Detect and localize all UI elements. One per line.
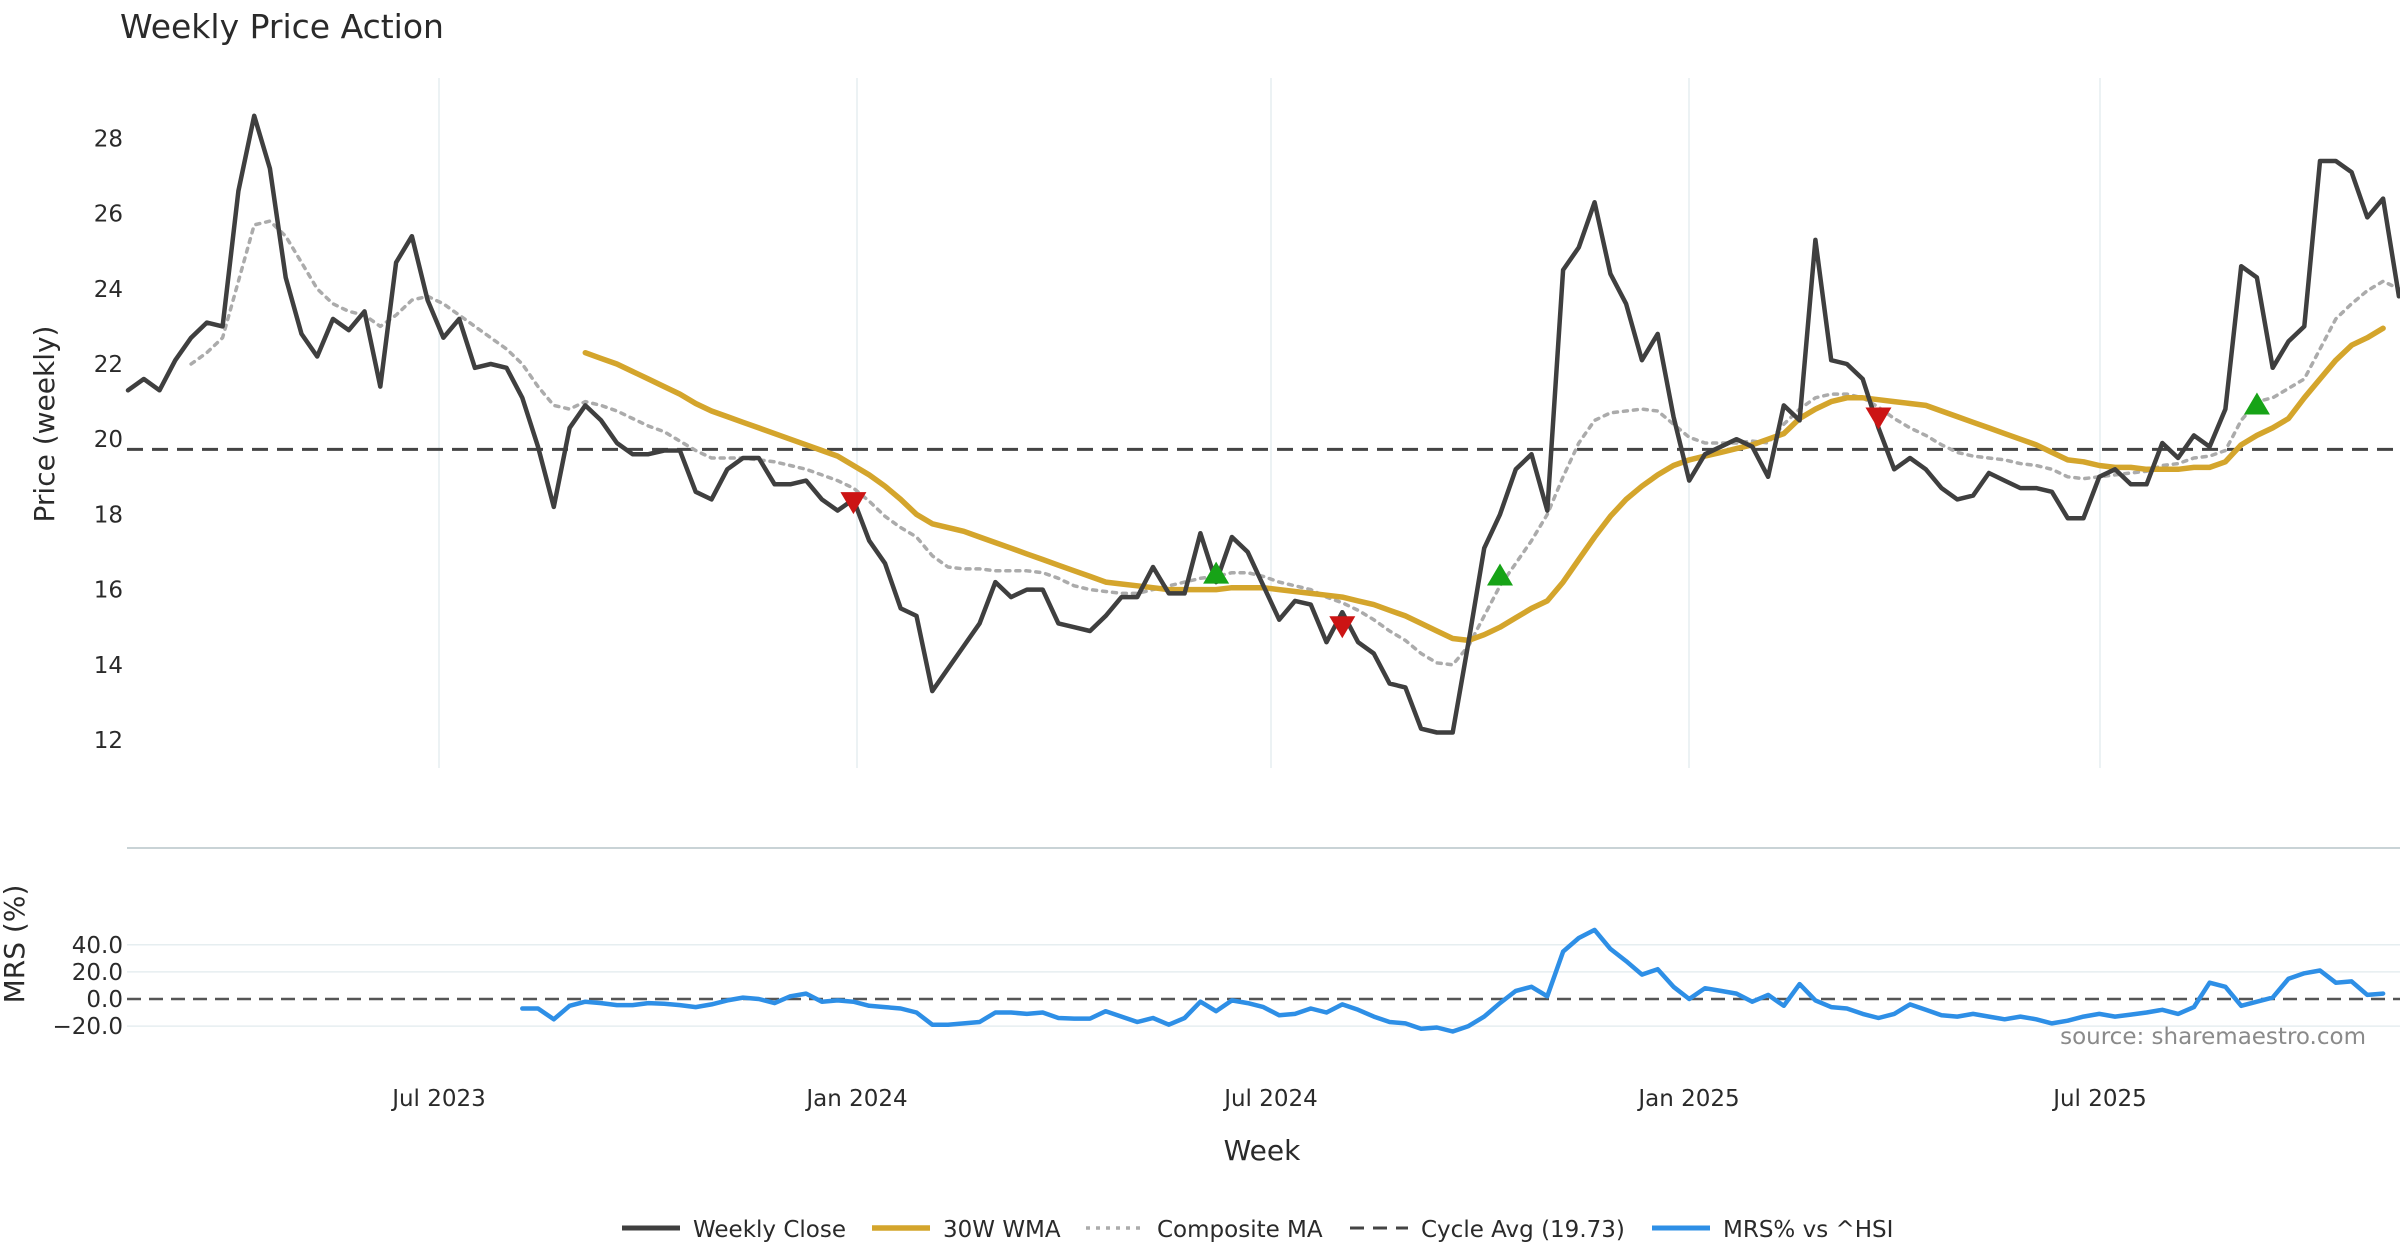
legend-label-3: Cycle Avg (19.73) (1421, 1217, 1625, 1243)
sell-signal-marker-2 (1865, 407, 1892, 430)
x-axis-label: Week (1224, 1134, 1301, 1167)
buy-signal-marker-2 (2243, 392, 2270, 415)
mrs-grid (127, 944, 2400, 1027)
composite-ma-line (189, 219, 2400, 667)
source-note: source: sharemaestro.com (2060, 1024, 2366, 1050)
buy-signal-marker-1 (1486, 563, 1513, 586)
mrs-plot (127, 927, 2400, 1034)
mrs-y-axis-label: MRS (%) (0, 885, 31, 1004)
x-tick-1: Jan 2024 (804, 1086, 907, 1112)
x-tick-4: Jul 2025 (2051, 1086, 2147, 1112)
price-y-tick-4: 20 (94, 427, 123, 453)
legend-label-2: Composite MA (1157, 1217, 1323, 1243)
legend-label-0: Weekly Close (693, 1217, 846, 1243)
weekly-close-line (125, 113, 2400, 735)
price-y-tick-5: 22 (94, 352, 123, 378)
sell-signal-marker-0 (840, 492, 867, 515)
legend: Weekly Close 30W WMA Composite MA Cycle Avg… (622, 1217, 1893, 1243)
x-tick-0: Jul 2023 (390, 1086, 486, 1112)
price-grid (438, 78, 2101, 768)
mrs-y-tick-3: 40.0 (72, 933, 123, 959)
legend-label-1: 30W WMA (943, 1217, 1061, 1243)
price-plot (125, 113, 2400, 735)
legend-label-4: MRS% vs ^HSI (1723, 1217, 1893, 1243)
mrs-y-tick-1: 0.0 (86, 987, 123, 1013)
wma-30w-line (582, 325, 2386, 644)
sell-signal-marker-1 (1329, 616, 1356, 639)
mrs-y-tick-2: 20.0 (72, 960, 123, 986)
price-y-ticks: 12 14 16 18 20 22 24 26 28 (94, 126, 123, 754)
price-y-tick-3: 18 (94, 502, 123, 528)
price-y-tick-6: 24 (94, 277, 123, 303)
price-y-tick-0: 12 (94, 728, 123, 754)
price-y-axis-label: Price (weekly) (28, 326, 61, 523)
price-y-tick-1: 14 (94, 653, 123, 679)
price-y-tick-8: 28 (94, 126, 123, 152)
chart-title: Weekly Price Action (120, 7, 444, 46)
buy-signal-marker-0 (1203, 561, 1230, 584)
x-axis-ticks: Jul 2023 Jan 2024 Jul 2024 Jan 2025 Jul 2025 (390, 1086, 2147, 1112)
x-tick-3: Jan 2025 (1636, 1086, 1739, 1112)
price-y-tick-2: 16 (94, 578, 123, 604)
x-tick-2: Jul 2024 (1222, 1086, 1318, 1112)
mrs-y-tick-0: −20.0 (53, 1014, 123, 1040)
price-y-tick-7: 26 (94, 202, 123, 228)
mrs-y-ticks: −20.00.020.040.0 (53, 933, 123, 1040)
mrs-line (520, 927, 2386, 1034)
